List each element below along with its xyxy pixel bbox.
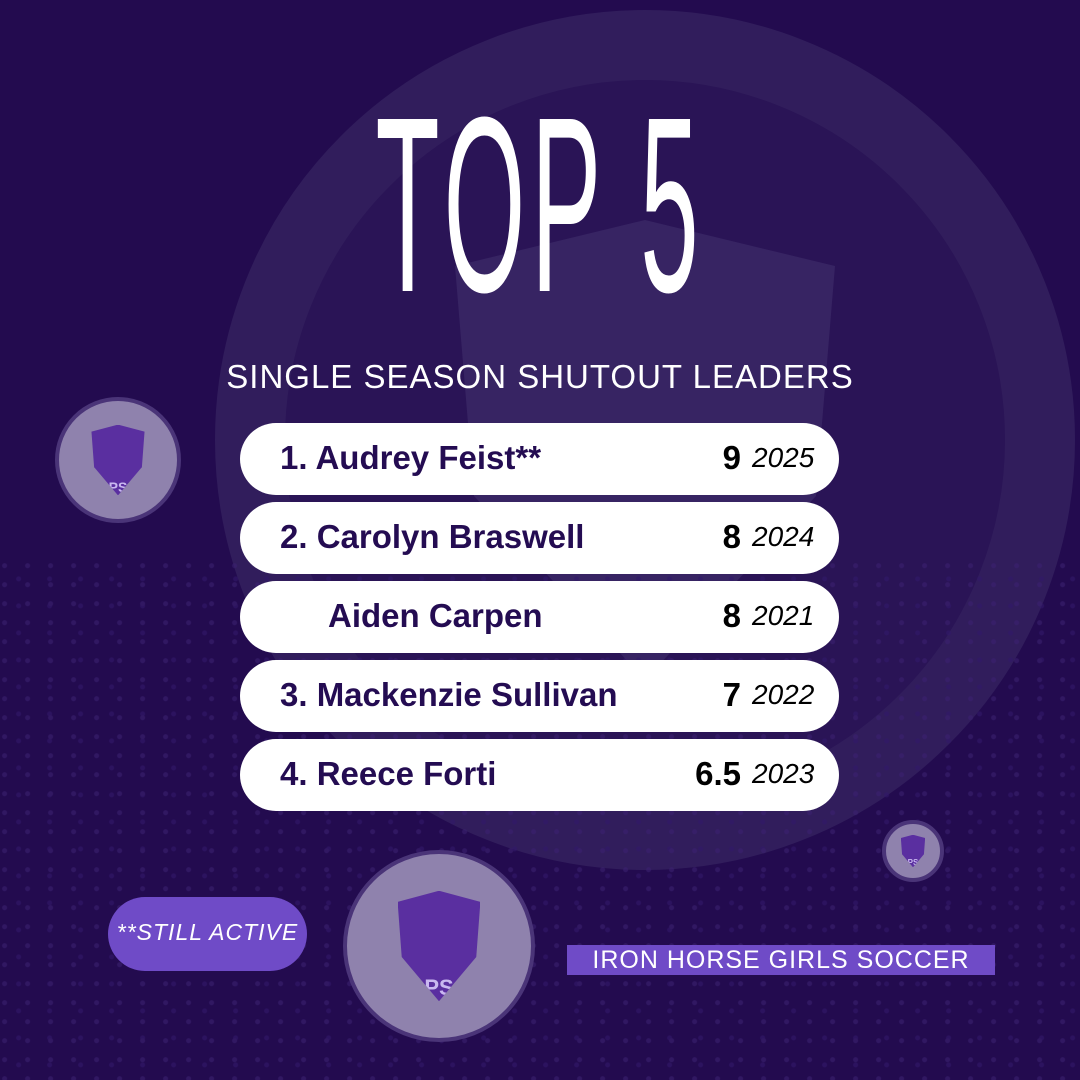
leader-name: Aiden Carpen (328, 597, 543, 634)
team-logo: PS (55, 397, 181, 523)
leader-name: 4. Reece Forti (280, 755, 497, 792)
leader-name: 3. Mackenzie Sullivan (280, 676, 618, 713)
leader-row: 2. Carolyn Braswell 8 2024 (240, 502, 839, 574)
leader-row: 1. Audrey Feist** 9 2025 (240, 423, 839, 495)
leader-name: 1. Audrey Feist** (280, 439, 542, 476)
leader-shutouts: 7 (722, 676, 741, 713)
leader-shutouts: 8 (722, 518, 741, 555)
leader-shutouts: 9 (722, 439, 741, 476)
leader-shutouts: 8 (722, 597, 741, 634)
leader-year: 2024 (752, 521, 815, 552)
leader-shutouts: 6.5 (695, 755, 741, 792)
leader-year: 2023 (752, 758, 815, 789)
team-name-banner: IRON HORSE GIRLS SOCCER (567, 945, 995, 975)
team-logo: PS (882, 820, 944, 882)
page-title: TOP 5 (375, 65, 705, 344)
leader-row: 3. Mackenzie Sullivan 7 2022 (240, 660, 839, 732)
team-logo: PS (343, 850, 535, 1042)
subtitle: SINGLE SEASON SHUTOUT LEADERS (226, 358, 854, 395)
leader-year: 2025 (752, 442, 815, 473)
leader-year: 2021 (752, 600, 815, 631)
leader-row: 4. Reece Forti 6.5 2023 (240, 739, 839, 811)
still-active-note: **STILL ACTIVE (108, 897, 307, 971)
leader-row: Aiden Carpen 8 2021 (240, 581, 839, 653)
leader-name: 2. Carolyn Braswell (280, 518, 585, 555)
leader-year: 2022 (752, 679, 815, 710)
